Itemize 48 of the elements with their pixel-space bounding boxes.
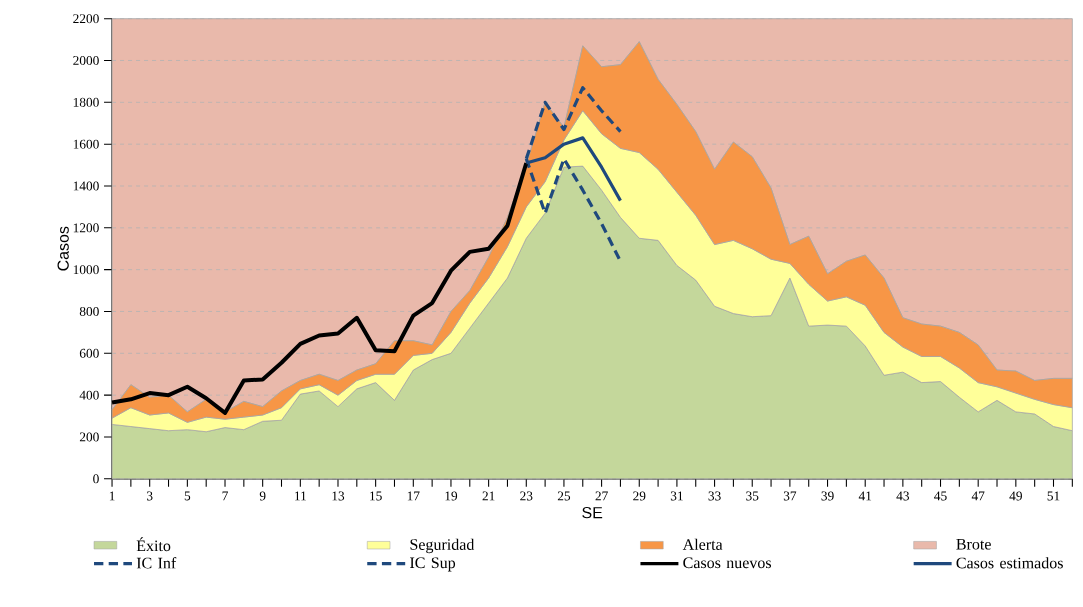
y-axis-title: Casos xyxy=(57,226,69,271)
x-tick-label: 3 xyxy=(147,491,153,501)
x-tick-label: 27 xyxy=(595,491,608,501)
y-tick-label: 600 xyxy=(79,348,99,358)
x-tick-label: 29 xyxy=(633,491,646,501)
x-axis-title: SE xyxy=(582,507,603,519)
x-tick-label: 41 xyxy=(858,491,872,501)
y-tick-label: 1400 xyxy=(73,181,99,191)
legend-label: IC Inf xyxy=(136,557,177,569)
x-tick-label: 19 xyxy=(445,491,458,501)
legend-label: Éxito xyxy=(136,537,171,552)
x-tick-label: 5 xyxy=(184,491,191,501)
y-tick-label: 2000 xyxy=(73,56,99,66)
x-tick-label: 51 xyxy=(1047,491,1060,501)
x-tick-label: 45 xyxy=(934,491,947,501)
x-tick-label: 17 xyxy=(407,491,420,501)
y-tick-label: 800 xyxy=(79,307,99,317)
x-tick-label: 25 xyxy=(557,491,571,501)
x-tick-label: 15 xyxy=(370,491,382,501)
legend-label: Casos nuevos xyxy=(683,557,771,569)
legend-label: Casos estimados xyxy=(956,557,1063,569)
legend-label: Seguridad xyxy=(410,538,475,554)
x-tick-label: 23 xyxy=(520,491,533,501)
y-tick-label: 200 xyxy=(79,432,99,442)
y-tick-label: 1000 xyxy=(73,265,99,275)
x-tick-label: 7 xyxy=(222,491,228,501)
x-tick-label: 21 xyxy=(482,491,495,501)
legend-label: Alerta xyxy=(682,538,723,550)
y-tick-label: 1200 xyxy=(73,223,99,233)
x-tick-label: 11 xyxy=(295,491,306,501)
y-tick-label: 400 xyxy=(79,390,99,400)
x-tick-label: 47 xyxy=(971,491,985,501)
y-tick-label: 1600 xyxy=(73,139,99,149)
x-tick-label: 49 xyxy=(1009,491,1022,501)
y-tick-label: 1800 xyxy=(73,97,99,107)
y-tick-label: 0 xyxy=(93,474,99,484)
legend-label: IC Sup xyxy=(410,557,456,572)
x-tick-label: 13 xyxy=(332,491,345,501)
x-tick-label: 31 xyxy=(670,491,683,501)
x-tick-label: 9 xyxy=(259,491,266,501)
x-tick-label: 1 xyxy=(109,491,115,501)
legend-label: Brote xyxy=(956,539,991,550)
x-tick-label: 35 xyxy=(746,491,759,501)
x-tick-label: 39 xyxy=(821,491,834,501)
x-tick-label: 37 xyxy=(783,491,797,501)
x-tick-label: 43 xyxy=(896,491,910,501)
y-tick-label: 2200 xyxy=(73,14,99,24)
x-tick-label: 33 xyxy=(708,491,721,501)
